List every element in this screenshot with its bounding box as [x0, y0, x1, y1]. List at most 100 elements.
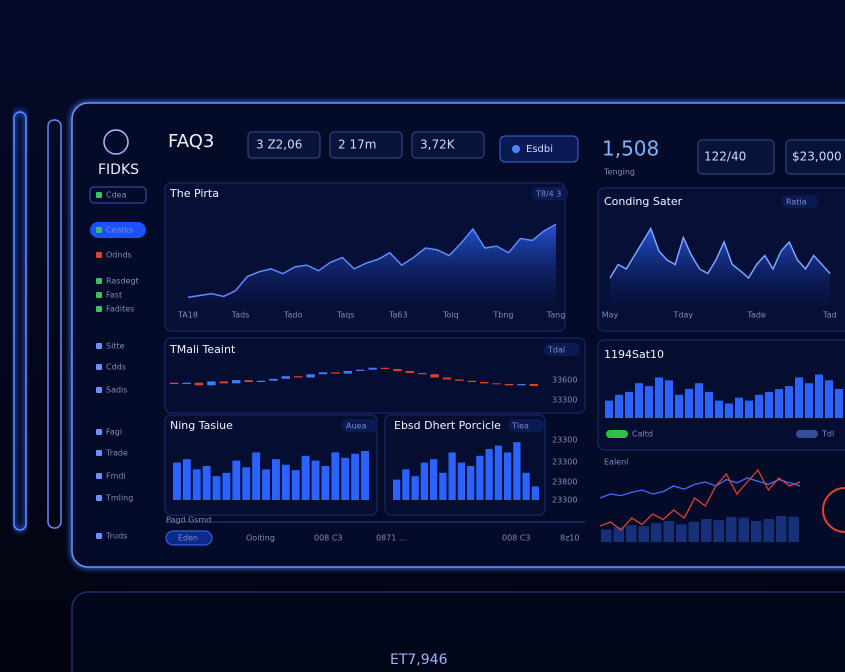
bar — [675, 394, 683, 418]
stat-value: 3 Z2,06 — [256, 138, 302, 152]
bar — [751, 521, 762, 542]
tag-label[interactable]: Tlea — [511, 422, 529, 431]
nav-item[interactable]: Sitte — [106, 342, 125, 351]
nav-item[interactable]: Rasdegt — [106, 277, 139, 286]
bar — [763, 518, 774, 542]
bar — [835, 389, 843, 418]
candle — [207, 381, 216, 386]
bar — [685, 389, 693, 418]
bar — [192, 469, 201, 500]
tag[interactable] — [508, 419, 544, 432]
bar — [504, 452, 512, 500]
bar — [232, 460, 241, 500]
candle — [442, 377, 452, 380]
tag-label[interactable]: Tdal — [547, 346, 565, 355]
x-tick-label: Tado — [283, 311, 303, 320]
candle — [256, 380, 266, 383]
panel — [164, 337, 586, 414]
tag-label[interactable]: T8/4 3 — [535, 190, 561, 199]
panel-title: Ning Tasiue — [170, 419, 233, 432]
axis-label: 23300 — [552, 496, 577, 505]
x-tick-label: Tolq — [442, 311, 459, 320]
panel-title: 1194Sat10 — [604, 348, 664, 361]
tag[interactable] — [544, 343, 580, 356]
header-title: FAQ3 — [168, 131, 214, 152]
tag[interactable] — [782, 195, 818, 208]
candle — [244, 380, 253, 383]
candle — [368, 367, 377, 370]
logo: FIDKS — [98, 162, 139, 178]
bar — [665, 380, 673, 418]
nav-item[interactable]: Fagi — [106, 428, 122, 437]
nav-icon — [96, 495, 102, 501]
nav-item[interactable]: Truds — [105, 532, 127, 541]
bar — [361, 451, 369, 500]
trend-line — [599, 468, 801, 531]
bar — [788, 516, 799, 542]
tag[interactable] — [342, 419, 378, 432]
bar — [676, 524, 687, 542]
bar — [351, 453, 360, 500]
bar — [281, 464, 290, 500]
candle — [331, 372, 340, 374]
bar — [393, 479, 401, 500]
nav-item[interactable]: Odnds — [106, 251, 132, 260]
panel-title: Conding Sater — [604, 195, 683, 208]
footer-title: Pagd Gsmd — [166, 516, 211, 525]
candle — [281, 376, 290, 379]
nav-icon — [96, 306, 102, 312]
x-tick-label: Tang — [546, 311, 566, 320]
nav-icon — [96, 278, 102, 284]
bar — [785, 386, 793, 418]
candle — [356, 369, 365, 371]
footer-button[interactable] — [165, 530, 213, 546]
nav-item[interactable]: Trade — [105, 449, 128, 458]
bar — [688, 521, 699, 542]
bar — [638, 526, 649, 542]
bar — [713, 520, 724, 542]
bar — [494, 445, 502, 500]
nav-icon — [96, 192, 102, 198]
nav-item[interactable]: Cdea — [106, 191, 127, 200]
reflection-value: ET7,946 — [390, 652, 448, 668]
bar — [755, 394, 763, 418]
bar — [795, 377, 803, 418]
axis-label: 23300 — [552, 458, 577, 467]
logo-icon — [103, 129, 129, 155]
tag-label[interactable]: Ratia — [786, 198, 807, 207]
bar — [331, 452, 340, 500]
bar — [775, 389, 783, 418]
bar — [825, 380, 833, 418]
nav-item[interactable]: Ceatks — [106, 226, 133, 235]
axis-label: 33300 — [552, 396, 577, 405]
bar — [625, 391, 633, 418]
nav-button[interactable] — [89, 186, 147, 204]
axis-label: 33600 — [552, 376, 577, 385]
x-tick-label: Tad — [822, 311, 837, 320]
tag[interactable] — [532, 187, 568, 200]
nav-button[interactable] — [90, 222, 146, 238]
nav-item[interactable]: Sadis — [106, 386, 127, 395]
x-tick-label: Taqs — [336, 311, 355, 320]
nav-item[interactable]: Fadites — [106, 305, 134, 314]
bar — [735, 397, 743, 418]
bar — [715, 400, 723, 418]
bar — [420, 462, 428, 500]
tag-label[interactable]: Auea — [346, 422, 366, 431]
nav-item[interactable]: Fmdi — [106, 472, 126, 481]
area-fill — [188, 224, 556, 305]
legend-swatch — [796, 430, 818, 438]
kpi-box — [697, 139, 775, 175]
nav-icon — [96, 227, 102, 233]
nav-item[interactable]: Cdds — [106, 363, 126, 372]
nav-item[interactable]: Tmling — [105, 494, 133, 503]
bar — [605, 400, 613, 418]
bar — [738, 517, 749, 542]
area-line — [609, 226, 831, 280]
dropdown[interactable] — [499, 135, 579, 163]
candle — [430, 374, 439, 378]
nav-icon — [96, 429, 102, 435]
nav-item[interactable]: Fast — [106, 291, 122, 300]
bar — [522, 472, 530, 500]
